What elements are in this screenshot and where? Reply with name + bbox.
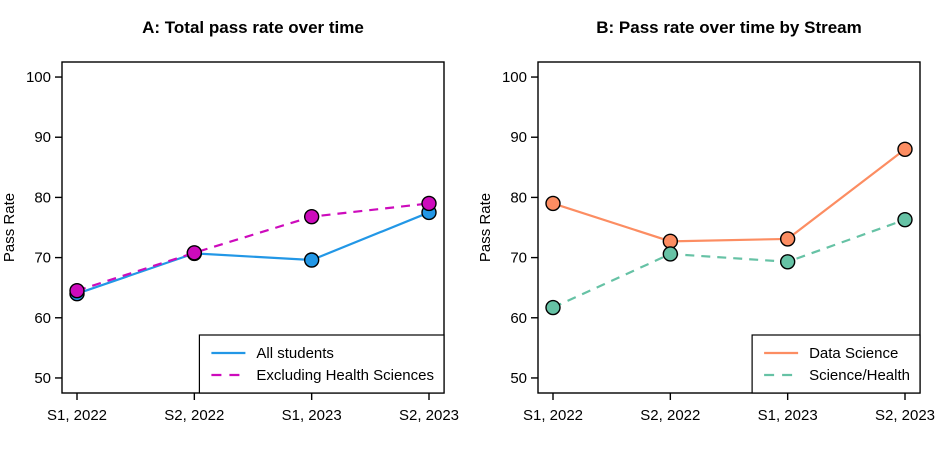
panel-a-chart: 50 60 70 80 90 100 S1, 2022 S2, 2022 S1, 2023 S2,…	[1, 61, 459, 424]
data-point-marker-science-health	[897, 211, 913, 228]
y-tick-label: 90	[510, 129, 527, 146]
data-point-marker-science-health	[545, 299, 561, 316]
y-tick-label: 100	[26, 69, 51, 86]
panel-b-chart: 50 60 70 80 90 100 S1, 2022 S2, 2022 S1, 2023 S2,…	[477, 61, 935, 424]
legend-label-all-students: All students	[256, 345, 334, 362]
x-tick-label: S1, 2023	[282, 407, 342, 424]
y-tick-label: 50	[34, 370, 51, 387]
data-point-marker-data-science	[779, 231, 796, 247]
x-tick-label: S2, 2022	[164, 407, 224, 424]
x-tick-label: S1, 2023	[758, 407, 818, 424]
legend-label-science-health: Science/Health	[809, 367, 910, 384]
legend-box	[198, 334, 445, 394]
data-point-marker-excluding-health-sciences	[186, 245, 203, 261]
legend-box	[751, 334, 921, 394]
data-point-marker-excluding-health-sciences	[69, 282, 85, 299]
y-tick-label: 60	[34, 310, 51, 327]
panel-b-title: B: Pass rate over time by Stream	[596, 18, 862, 37]
y-tick-label: 70	[510, 250, 527, 267]
series-line-excluding-health-sciences	[76, 202, 430, 292]
data-point-marker-science-health	[779, 254, 796, 270]
y-axis-label: Pass Rate	[477, 193, 494, 262]
series-line-all-students	[76, 211, 430, 295]
y-tick-label: 50	[510, 370, 527, 387]
series-line-science-health	[552, 218, 906, 309]
y-tick-label: 60	[510, 310, 527, 327]
data-point-marker-all-students	[303, 252, 320, 268]
y-tick-label: 90	[34, 129, 51, 146]
data-point-marker-data-science	[545, 195, 561, 212]
panel-b: B: Pass rate over time by Stream 50 60 70 8…	[476, 0, 952, 472]
x-tick-label: S1, 2022	[523, 407, 583, 424]
y-tick-label: 100	[502, 69, 527, 86]
data-point-marker-science-health	[662, 246, 679, 262]
data-point-marker-excluding-health-sciences	[303, 208, 320, 225]
legend-label-data-science: Data Science	[809, 345, 898, 362]
panel-a-title: A: Total pass rate over time	[142, 18, 364, 37]
panel-a: A: Total pass rate over time 50 60 70 80 90 1…	[1, 18, 459, 424]
y-tick-label: 80	[510, 189, 527, 206]
y-tick-label: 70	[34, 250, 51, 267]
data-point-marker-excluding-health-sciences	[421, 195, 437, 212]
y-axis-label: Pass Rate	[1, 193, 18, 262]
x-tick-label: S2, 2023	[399, 407, 459, 424]
x-tick-label: S1, 2022	[47, 407, 107, 424]
data-point-marker-data-science	[662, 233, 679, 250]
plot-frame	[537, 61, 921, 394]
series-line-data-science	[552, 148, 906, 243]
data-point-marker-data-science	[897, 141, 913, 157]
x-tick-label: S2, 2022	[640, 407, 700, 424]
y-tick-label: 80	[34, 189, 51, 206]
legend-label-excluding-health-sciences: Excluding Health Sciences	[256, 367, 434, 384]
x-tick-label: S2, 2023	[875, 407, 935, 424]
